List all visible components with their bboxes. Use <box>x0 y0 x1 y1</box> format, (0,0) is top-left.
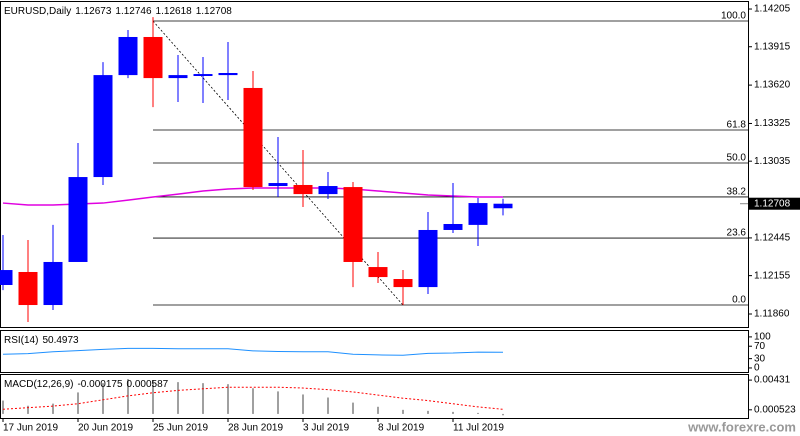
candle-body <box>118 36 138 76</box>
y-tick-label: 1.12155 <box>754 270 791 281</box>
price-tag <box>749 197 800 210</box>
y-tick-label: 1.13915 <box>754 41 791 52</box>
macd-bar <box>52 403 54 414</box>
candle-body <box>68 177 88 262</box>
candle-body <box>468 203 488 225</box>
y-tick-label: 0 <box>754 363 760 374</box>
header-part: 0.000587 <box>127 379 169 390</box>
candle-body <box>318 186 338 195</box>
fib-label: 100.0 <box>721 11 746 22</box>
candle-body <box>243 87 263 188</box>
y-tick-label: 1.13620 <box>754 80 791 91</box>
macd-bar <box>152 380 154 414</box>
panel-frame <box>0 1 749 328</box>
fib-label: 0.0 <box>732 295 746 306</box>
candle-body <box>143 36 163 79</box>
y-tick-label: 0.00431 <box>754 375 791 386</box>
y-tick-label: 1.14205 <box>754 4 791 15</box>
candle-body <box>43 261 63 306</box>
y-tick-label: 70 <box>754 341 766 352</box>
header-part: MACD(12,26,9) <box>4 379 73 390</box>
x-tick-label: 8 Jul 2019 <box>378 423 425 434</box>
panel-header: RSI(14) 50.4973 <box>4 335 79 346</box>
macd-bar <box>427 410 429 414</box>
y-tick-label: 1.11860 <box>754 309 790 320</box>
y-tick-label: 100 <box>754 332 771 343</box>
macd-bar <box>452 411 454 414</box>
fib-label: 38.2 <box>727 187 747 198</box>
x-tick-label: 17 Jun 2019 <box>3 423 58 434</box>
macd-bar <box>102 383 104 414</box>
header-part: EURUSD,Daily <box>4 6 71 17</box>
x-tick-label: 25 Jun 2019 <box>153 423 208 434</box>
macd-bar <box>327 397 329 414</box>
macd-bar <box>227 384 229 414</box>
candle-body <box>368 267 388 278</box>
x-tick-label: 28 Jun 2019 <box>228 423 283 434</box>
macd-bar <box>202 383 204 414</box>
panel-frame <box>0 330 749 373</box>
macd-bar <box>177 382 179 414</box>
y-tick-label: 0.000523 <box>754 404 796 415</box>
y-tick-label: 1.13035 <box>754 156 791 167</box>
candle-body <box>268 183 288 187</box>
fib-label: 50.0 <box>727 153 747 164</box>
candle-body <box>393 279 413 288</box>
header-part: 1.12708 <box>196 6 233 17</box>
x-tick-label: 11 Jul 2019 <box>453 423 504 434</box>
panel-frame <box>0 374 749 419</box>
fib-label: 61.8 <box>727 120 747 131</box>
candle-body <box>218 73 238 76</box>
y-tick-label: 1.12445 <box>754 233 791 244</box>
macd-bar <box>402 409 404 414</box>
candle-body <box>443 223 463 230</box>
candle-body <box>0 270 13 285</box>
macd-bar <box>277 391 279 414</box>
price-tag-label: 1.12708 <box>754 198 791 209</box>
panel-header: EURUSD,Daily 1.12673 1.12746 1.12618 1.12708 <box>4 6 232 17</box>
header-part: -0.000175 <box>77 379 122 390</box>
macd-bar <box>352 402 354 414</box>
candle-body <box>168 75 188 79</box>
candle-body <box>418 229 438 288</box>
candle-body <box>193 74 213 76</box>
macd-bar <box>502 413 504 416</box>
candle-body <box>93 75 113 178</box>
header-part: RSI(14) <box>4 335 38 346</box>
candle-body <box>293 184 313 195</box>
macd-bar <box>477 412 479 414</box>
macd-bar <box>252 388 254 414</box>
header-part: 1.12746 <box>115 6 152 17</box>
macd-bar <box>77 392 79 414</box>
candle-body <box>493 203 513 209</box>
candle-body <box>343 187 363 262</box>
macd-bar <box>377 406 379 414</box>
y-tick-label: 30 <box>754 353 766 364</box>
macd-bar <box>27 405 29 414</box>
header-part: 50.4973 <box>42 335 79 346</box>
header-part: 1.12618 <box>156 6 193 17</box>
candle-body <box>18 271 38 306</box>
macd-bar <box>127 379 129 414</box>
macd-bar <box>302 394 304 414</box>
y-tick-label: 1.13325 <box>754 118 791 129</box>
watermark: www.forexre.com <box>687 419 796 434</box>
fib-label: 23.6 <box>727 228 747 239</box>
rsi-line <box>2 347 504 356</box>
x-tick-label: 20 Jun 2019 <box>78 423 133 434</box>
macd-bar <box>2 400 4 414</box>
panel-header: MACD(12,26,9) -0.000175 0.000587 <box>4 379 169 390</box>
header-part: 1.12673 <box>75 6 112 17</box>
x-tick-label: 3 Jul 2019 <box>303 423 350 434</box>
